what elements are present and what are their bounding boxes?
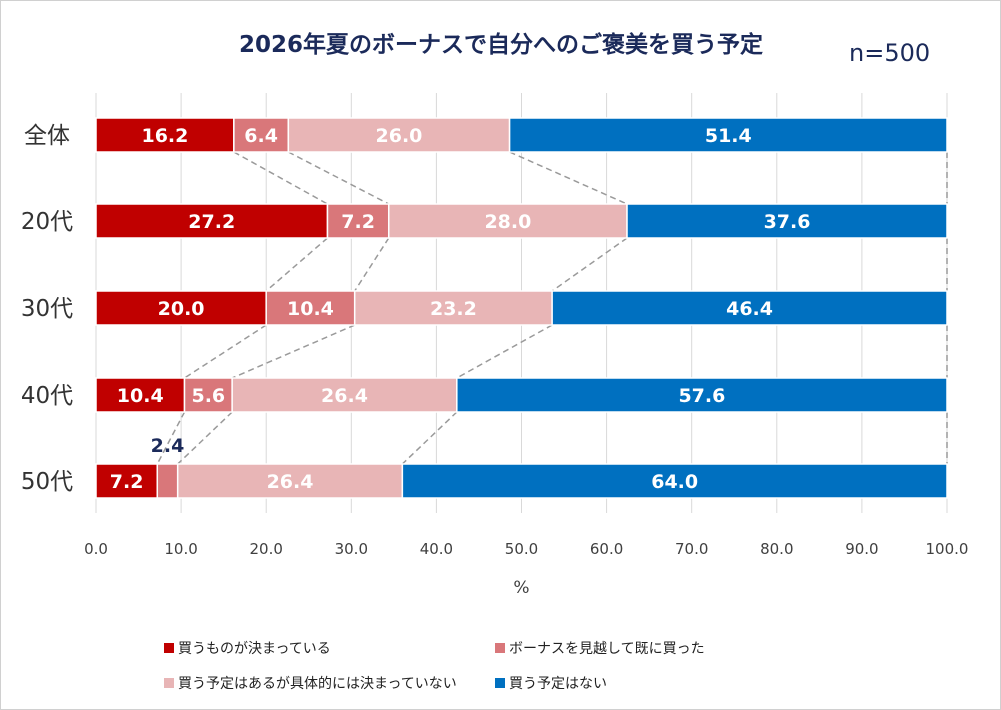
data-label-2-3: 26.4 — [321, 385, 368, 407]
legend-item-2: 買う予定はあるが具体的には決まっていない — [164, 673, 457, 693]
bar-3-0 — [508, 117, 948, 153]
series-line-1-3 — [551, 237, 628, 292]
bar-1-2 — [265, 290, 356, 326]
x-tick-label-6: 60.0 — [590, 540, 623, 558]
x-tick-label-3: 30.0 — [335, 540, 368, 558]
bar-2-3 — [231, 377, 458, 413]
bar-2-2 — [353, 290, 553, 326]
x-tick-label-7: 70.0 — [675, 540, 708, 558]
data-label-3-1: 37.6 — [764, 211, 811, 233]
category-label-0: 全体 — [24, 123, 70, 149]
data-label-0-2: 20.0 — [158, 298, 205, 320]
bar-1-4 — [156, 463, 179, 499]
bar-3-3 — [456, 377, 948, 413]
data-label-0-3: 10.4 — [117, 385, 164, 407]
x-tick-label-4: 40.0 — [420, 540, 453, 558]
legend-label-3: 買う予定はない — [509, 676, 607, 692]
data-label-0-1: 27.2 — [188, 211, 235, 233]
bar-1-1 — [326, 203, 390, 239]
data-label-2-2: 23.2 — [430, 298, 477, 320]
legend-label-1: ボーナスを見越して既に買った — [509, 641, 705, 657]
data-label-0-0: 16.2 — [141, 125, 188, 147]
bar-1-0 — [233, 117, 290, 153]
x-axis-label: % — [513, 578, 529, 598]
series-line-2-1 — [184, 324, 267, 379]
x-tick-label-0: 0.0 — [84, 540, 108, 558]
series-line-1-1 — [265, 237, 328, 292]
legend-swatch-0 — [164, 643, 174, 653]
data-label-1-3: 5.6 — [191, 385, 225, 407]
series-line-3-3 — [401, 411, 458, 465]
series-line-0-1 — [233, 151, 328, 205]
sample-size-label: n=500 — [849, 39, 931, 67]
x-tick-label-2: 20.0 — [249, 540, 282, 558]
data-label-1-1: 7.2 — [341, 211, 375, 233]
category-label-4: 50代 — [21, 469, 73, 495]
x-tick-label-5: 50.0 — [505, 540, 538, 558]
series-line-0-2 — [287, 151, 390, 205]
bar-0-2 — [95, 290, 267, 326]
legend-swatch-2 — [164, 678, 174, 688]
legend-swatch-1 — [495, 643, 505, 653]
x-tick-label-8: 80.0 — [760, 540, 793, 558]
bar-2-0 — [287, 117, 511, 153]
legend-swatch-3 — [495, 678, 505, 688]
legend-label-2: 買う予定はあるが具体的には決まっていない — [178, 676, 457, 692]
bar-0-4 — [95, 463, 159, 499]
chart-title: 2026年夏のボーナスで自分へのご褒美を買う予定 — [238, 32, 763, 58]
legend-item-3: 買う予定はない — [495, 673, 607, 693]
series-line-2-2 — [231, 324, 356, 379]
bar-3-1 — [626, 203, 948, 239]
data-label-2-0: 26.0 — [376, 125, 423, 147]
data-label-3-3: 57.6 — [678, 385, 725, 407]
category-label-3: 40代 — [21, 383, 73, 409]
category-label-1: 20代 — [21, 209, 73, 235]
bar-3-2 — [551, 290, 948, 326]
data-label-2-1: 28.0 — [484, 211, 531, 233]
data-label-1-0: 6.4 — [244, 125, 278, 147]
bar-0-1 — [95, 203, 329, 239]
series-line-2-3 — [456, 324, 553, 379]
data-label-1-2: 10.4 — [287, 298, 334, 320]
bar-0-3 — [95, 377, 186, 413]
series-line-0-3 — [509, 151, 628, 205]
bar-1-3 — [183, 377, 233, 413]
legend-item-0: 買うものが決まっている — [164, 638, 331, 658]
x-tick-label-10: 100.0 — [926, 540, 969, 558]
data-label-0-4: 7.2 — [110, 471, 144, 493]
series-line-3-2 — [177, 411, 233, 465]
data-label-3-0: 51.4 — [705, 125, 752, 147]
data-label-1-4: 2.4 — [151, 435, 185, 457]
data-label-2-4: 26.4 — [267, 471, 314, 493]
x-tick-label-1: 10.0 — [164, 540, 197, 558]
bar-2-4 — [176, 463, 404, 499]
series-line-1-2 — [354, 237, 390, 292]
bar-3-4 — [401, 463, 948, 499]
legend-label-0: 買うものが決まっている — [178, 641, 331, 657]
x-tick-label-9: 90.0 — [845, 540, 878, 558]
data-label-3-4: 64.0 — [651, 471, 698, 493]
legend-item-1: ボーナスを見越して既に買った — [495, 638, 705, 658]
category-label-2: 30代 — [21, 296, 73, 322]
data-label-3-2: 46.4 — [726, 298, 773, 320]
bar-2-1 — [387, 203, 628, 239]
